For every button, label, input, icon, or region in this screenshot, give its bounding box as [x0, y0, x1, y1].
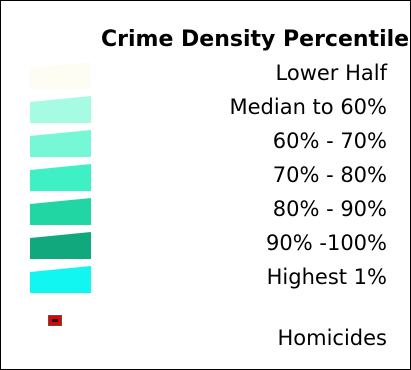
legend-row-highest-1: Highest 1% [1, 262, 410, 296]
legend-swatch-60-70 [30, 130, 91, 157]
legend-label-highest-1: Highest 1% [266, 265, 387, 289]
legend-swatch-lower-half [30, 62, 91, 89]
legend-label-60-70: 60% - 70% [272, 129, 387, 153]
legend-title: Crime Density Percentile [101, 27, 410, 52]
homicide-marker-dash [52, 319, 58, 322]
homicide-marker-icon [48, 315, 62, 326]
legend-row-median-to-60: Median to 60% [1, 92, 410, 126]
legend-swatch-median-to-60 [30, 96, 91, 123]
legend-row-lower-half: Lower Half [1, 58, 410, 92]
legend-label-90-100: 90% -100% [266, 231, 387, 255]
legend-swatch-70-80 [30, 164, 91, 191]
legend-label-lower-half: Lower Half [275, 61, 387, 85]
legend-row-90-100: 90% -100% [1, 228, 410, 262]
legend-row-60-70: 60% - 70% [1, 126, 410, 160]
legend-label-70-80: 70% - 80% [272, 163, 387, 187]
legend-swatch-highest-1 [30, 266, 91, 293]
legend-row-80-90: 80% - 90% [1, 194, 410, 228]
legend-row-70-80: 70% - 80% [1, 160, 410, 194]
legend-swatch-80-90 [30, 198, 91, 225]
legend-label-median-to-60: Median to 60% [229, 95, 388, 119]
legend-label-homicides: Homicides [277, 326, 387, 350]
legend-label-80-90: 80% - 90% [272, 197, 387, 221]
legend-swatch-90-100 [30, 232, 91, 259]
